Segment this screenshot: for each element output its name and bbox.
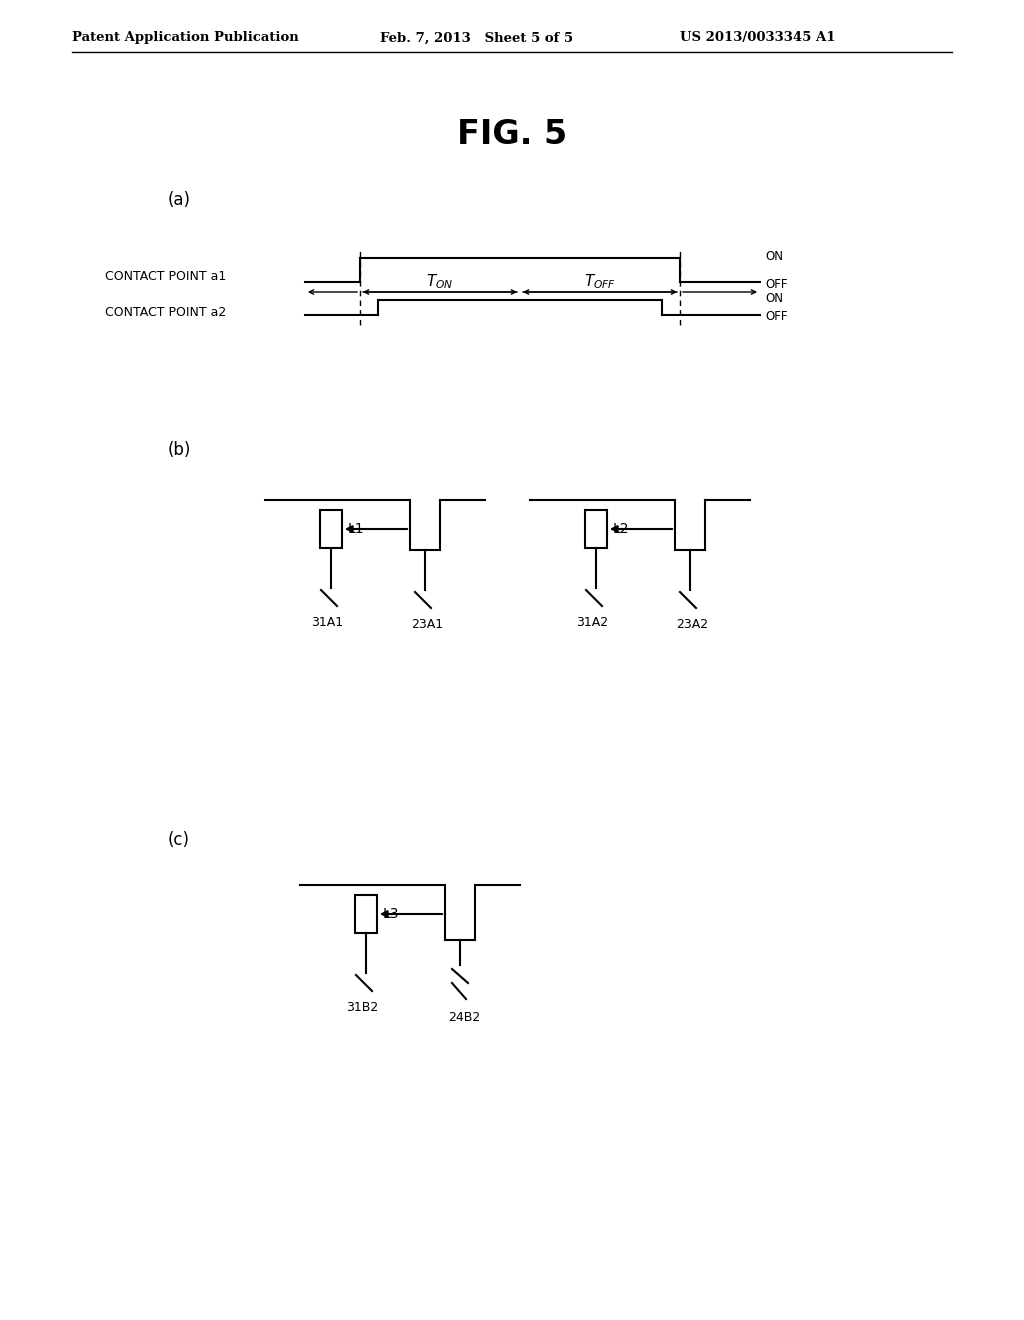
Text: 31A2: 31A2: [575, 616, 608, 630]
Text: CONTACT POINT a2: CONTACT POINT a2: [105, 305, 226, 318]
Text: FIG. 5: FIG. 5: [457, 119, 567, 152]
Text: ON: ON: [765, 249, 783, 263]
Text: 23A2: 23A2: [676, 618, 708, 631]
Text: L2: L2: [613, 521, 630, 536]
Text: (b): (b): [168, 441, 191, 459]
Bar: [355, 895, 377, 933]
Text: Feb. 7, 2013   Sheet 5 of 5: Feb. 7, 2013 Sheet 5 of 5: [380, 32, 573, 45]
Text: ON: ON: [765, 292, 783, 305]
Text: Patent Application Publication: Patent Application Publication: [72, 32, 299, 45]
Bar: [585, 510, 607, 548]
Text: 31A1: 31A1: [311, 616, 343, 630]
Text: (a): (a): [168, 191, 191, 209]
Text: 24B2: 24B2: [447, 1011, 480, 1024]
Text: OFF: OFF: [765, 277, 787, 290]
Bar: [319, 510, 342, 548]
Text: CONTACT POINT a1: CONTACT POINT a1: [105, 271, 226, 284]
Text: 31B2: 31B2: [346, 1001, 378, 1014]
Text: L1: L1: [348, 521, 365, 536]
Text: US 2013/0033345 A1: US 2013/0033345 A1: [680, 32, 836, 45]
Text: L3: L3: [383, 907, 399, 921]
Text: $T_{OFF}$: $T_{OFF}$: [584, 272, 616, 290]
Text: OFF: OFF: [765, 310, 787, 323]
Text: (c): (c): [168, 832, 190, 849]
Text: 23A1: 23A1: [411, 618, 443, 631]
Text: $T_{ON}$: $T_{ON}$: [426, 272, 454, 290]
